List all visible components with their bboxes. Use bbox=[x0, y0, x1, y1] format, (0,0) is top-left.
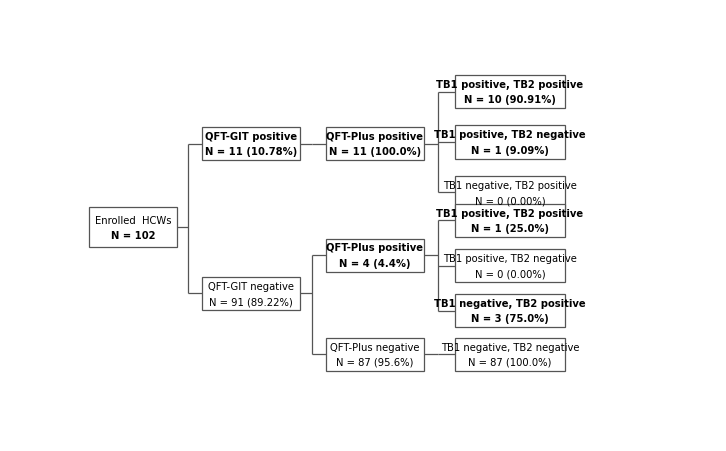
Text: N = 11 (100.0%): N = 11 (100.0%) bbox=[329, 147, 421, 157]
Text: TB1 negative, TB2 positive: TB1 negative, TB2 positive bbox=[434, 299, 586, 308]
Text: TB1 positive, TB2 positive: TB1 positive, TB2 positive bbox=[436, 208, 584, 218]
Text: N = 4 (4.4%): N = 4 (4.4%) bbox=[339, 258, 411, 268]
Text: N = 102: N = 102 bbox=[110, 230, 155, 240]
Text: N = 11 (10.78%): N = 11 (10.78%) bbox=[205, 147, 297, 157]
FancyBboxPatch shape bbox=[326, 338, 424, 371]
FancyBboxPatch shape bbox=[202, 128, 301, 161]
Text: TB1 positive, TB2 negative: TB1 positive, TB2 negative bbox=[434, 130, 586, 140]
FancyBboxPatch shape bbox=[455, 249, 565, 282]
FancyBboxPatch shape bbox=[455, 76, 565, 109]
Text: N = 91 (89.22%): N = 91 (89.22%) bbox=[209, 296, 293, 306]
Text: QFT-Plus negative: QFT-Plus negative bbox=[330, 342, 420, 352]
Text: TB1 negative, TB2 positive: TB1 negative, TB2 positive bbox=[443, 180, 577, 190]
Text: Enrolled  HCWs: Enrolled HCWs bbox=[94, 215, 171, 225]
FancyBboxPatch shape bbox=[326, 128, 424, 161]
Text: N = 3 (75.0%): N = 3 (75.0%) bbox=[471, 314, 549, 324]
Text: TB1 negative, TB2 negative: TB1 negative, TB2 negative bbox=[441, 342, 579, 352]
Text: N = 1 (25.0%): N = 1 (25.0%) bbox=[471, 223, 549, 234]
FancyBboxPatch shape bbox=[455, 204, 565, 237]
Text: N = 10 (90.91%): N = 10 (90.91%) bbox=[464, 95, 556, 105]
Text: QFT-GIT negative: QFT-GIT negative bbox=[208, 281, 294, 291]
FancyBboxPatch shape bbox=[89, 208, 176, 248]
FancyBboxPatch shape bbox=[326, 239, 424, 272]
FancyBboxPatch shape bbox=[455, 295, 565, 327]
Text: QFT-Plus positive: QFT-Plus positive bbox=[327, 132, 423, 142]
Text: N = 1 (9.09%): N = 1 (9.09%) bbox=[471, 145, 549, 155]
Text: QFT-GIT positive: QFT-GIT positive bbox=[205, 132, 297, 142]
FancyBboxPatch shape bbox=[455, 338, 565, 371]
Text: N = 0 (0.00%): N = 0 (0.00%) bbox=[475, 269, 545, 279]
Text: N = 87 (95.6%): N = 87 (95.6%) bbox=[336, 357, 414, 367]
FancyBboxPatch shape bbox=[455, 176, 565, 210]
FancyBboxPatch shape bbox=[455, 126, 565, 159]
FancyBboxPatch shape bbox=[202, 277, 301, 310]
Text: TB1 positive, TB2 negative: TB1 positive, TB2 negative bbox=[443, 253, 577, 263]
Text: N = 0 (0.00%): N = 0 (0.00%) bbox=[475, 196, 545, 206]
Text: QFT-Plus positive: QFT-Plus positive bbox=[327, 243, 423, 253]
Text: TB1 positive, TB2 positive: TB1 positive, TB2 positive bbox=[436, 80, 584, 90]
Text: N = 87 (100.0%): N = 87 (100.0%) bbox=[468, 357, 552, 367]
